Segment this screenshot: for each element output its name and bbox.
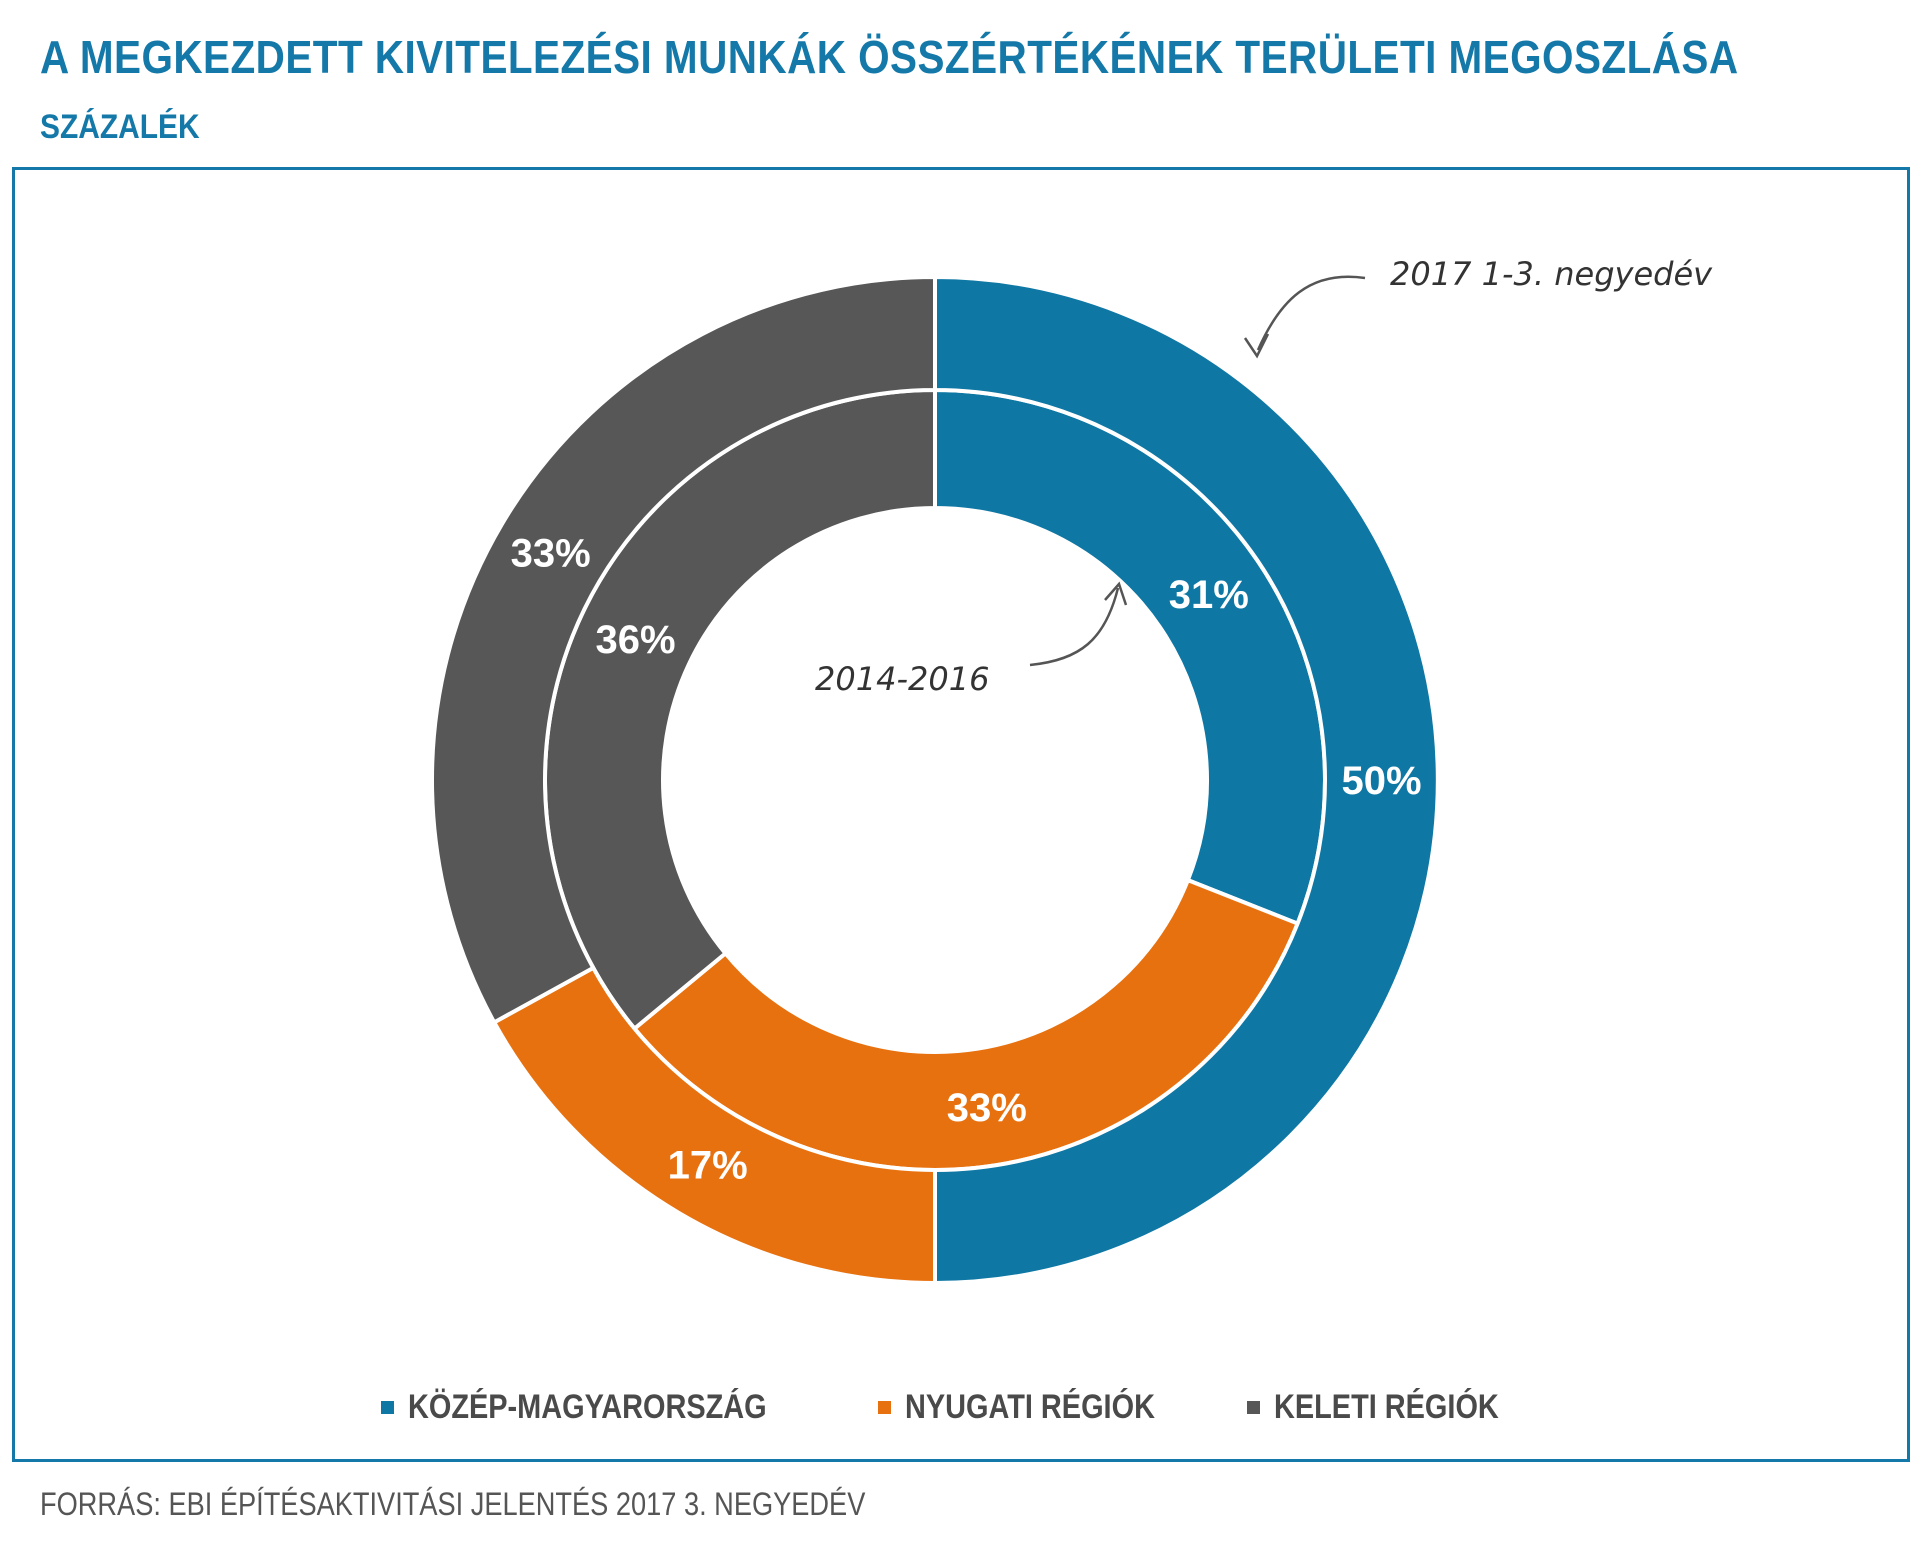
legend-item-keleti: KELETI RÉGIÓK: [1247, 1388, 1538, 1427]
annotation-outer-arrow: [1256, 275, 1366, 351]
legend-label: KÖZÉP-MAGYARORSZÁG: [408, 1388, 767, 1426]
chart-legend: KÖZÉP-MAGYARORSZÁG NYUGATI RÉGIÓK KELETI…: [0, 1388, 1920, 1427]
legend-item-nyugati: NYUGATI RÉGIÓK: [878, 1388, 1199, 1427]
annotation-inner: 2014-2016: [815, 581, 1128, 698]
annotation-inner-text: 2014-2016: [815, 660, 989, 698]
outer-ring-slice-2: [430, 274, 937, 1026]
outer-ring-label-1: 17%: [668, 1143, 748, 1187]
annotation-outer-arrowhead: [1243, 333, 1270, 359]
annotation-inner-arrow: [1029, 587, 1120, 667]
chart-data-labels: 31%33%36%50%17%33%: [511, 532, 1422, 1188]
legend-label: NYUGATI RÉGIÓK: [905, 1388, 1156, 1426]
outer-ring-slice-0: [933, 274, 1440, 1286]
chart-title: A MEGKEZDETT KIVITELEZÉSI MUNKÁK ÖSSZÉRT…: [40, 31, 1739, 83]
outer-ring-label-0: 50%: [1341, 759, 1421, 803]
inner-ring-label-1: 33%: [947, 1086, 1027, 1130]
inner-ring-label-0: 31%: [1169, 573, 1249, 617]
outer-ring-label-2: 33%: [511, 532, 591, 576]
annotation-inner-arrowhead: [1104, 581, 1128, 606]
inner-ring-label-2: 36%: [595, 618, 675, 662]
legend-swatch: [1247, 1401, 1261, 1414]
legend-swatch: [878, 1401, 892, 1414]
annotation-outer: 2017 1-3. negyedév: [1243, 255, 1713, 359]
annotation-outer-text: 2017 1-3. negyedév: [1390, 255, 1713, 293]
legend-label: KELETI RÉGIÓK: [1274, 1388, 1500, 1426]
legend-item-kozep: KÖZÉP-MAGYARORSZÁG: [381, 1388, 830, 1427]
source-note: FORRÁS: EBI ÉPÍTÉSAKTIVITÁSI JELENTÉS 20…: [40, 1486, 866, 1522]
legend-swatch: [381, 1401, 395, 1414]
chart-frame: [12, 167, 1910, 1462]
chart-rings: [430, 274, 1440, 1286]
chart-subtitle: SZÁZALÉK: [40, 108, 200, 146]
